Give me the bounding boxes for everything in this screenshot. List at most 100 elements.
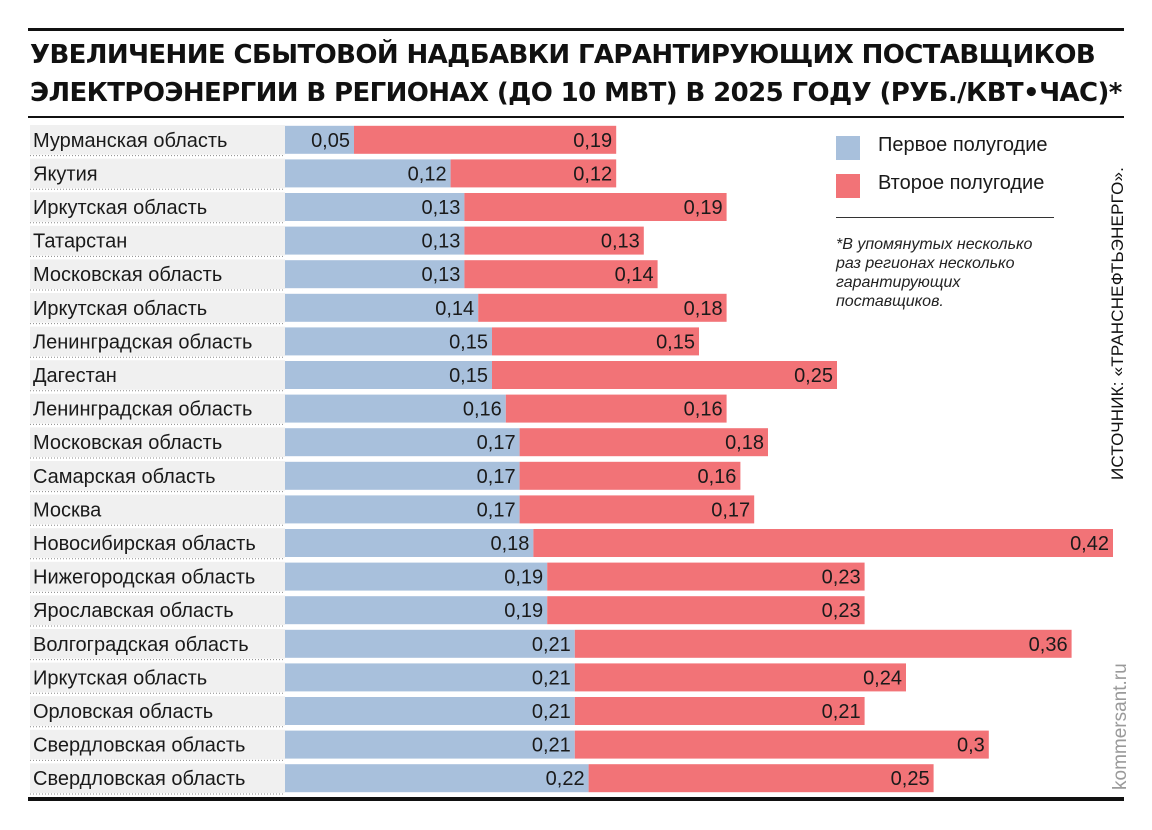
bar-second-half <box>492 361 837 389</box>
category-label: Новосибирская область <box>33 533 256 555</box>
chart-row: Ленинградская область 0,16 0,16 <box>30 393 727 425</box>
value-label-first-half: 0,21 <box>532 735 571 757</box>
legend-divider <box>836 217 1054 218</box>
bar-second-half <box>574 629 1072 658</box>
value-label-second-half: 0,23 <box>822 567 861 589</box>
chart-row: Нижегородская область 0,19 0,23 <box>30 561 865 593</box>
bar-second-half <box>464 226 644 255</box>
row-band <box>30 360 285 390</box>
category-label: Иркутская область <box>33 667 207 689</box>
row-band <box>30 763 285 793</box>
value-label-first-half: 0,19 <box>504 567 543 589</box>
chart-row: Москва 0,17 0,17 <box>30 494 755 526</box>
value-label-first-half: 0,17 <box>477 466 516 488</box>
value-label-first-half: 0,12 <box>408 163 447 185</box>
bar-second-half <box>464 193 727 221</box>
category-label: Самарская область <box>33 466 216 488</box>
bar-second-half <box>574 697 865 725</box>
chart-row: Ярославская область 0,19 0,23 <box>30 595 865 627</box>
value-label-second-half: 0,15 <box>656 331 695 353</box>
chart-row: Новосибирская область 0,18 0,42 <box>30 528 1113 560</box>
value-label-second-half: 0,18 <box>725 432 764 454</box>
row-band <box>30 494 285 525</box>
category-label: Ярославская область <box>33 600 234 622</box>
bar-first-half <box>285 495 520 524</box>
row-band <box>30 125 285 155</box>
source-note: ИСТОЧНИК: «ТРАНСНЕФТЬЭНЕРГО». <box>1108 166 1127 480</box>
bar-first-half <box>285 260 465 289</box>
bar-second-half <box>588 764 934 793</box>
chart-row: Ленинградская область 0,15 0,15 <box>30 326 699 358</box>
chart-title-line-2: ЭЛЕКТРОЭНЕРГИИ В РЕГИОНАХ (ДО 10 МВТ) В … <box>30 78 1122 108</box>
category-label: Свердловская область <box>33 735 245 757</box>
bar-second-half <box>574 663 906 692</box>
value-label-first-half: 0,17 <box>477 432 516 454</box>
bar-second-half <box>533 529 1113 557</box>
bar-first-half <box>285 428 520 457</box>
category-label: Орловская область <box>33 701 213 723</box>
value-label-second-half: 0,36 <box>1029 634 1068 656</box>
row-band <box>30 696 285 726</box>
value-label-second-half: 0,24 <box>863 667 902 689</box>
value-label-first-half: 0,13 <box>421 264 460 286</box>
legend: Первое полугодие Второе полугодие <box>836 132 1066 208</box>
category-label: Иркутская область <box>33 197 207 219</box>
row-band <box>30 326 285 357</box>
value-label-first-half: 0,13 <box>421 197 460 219</box>
bar-first-half <box>285 663 575 692</box>
row-band <box>30 393 285 424</box>
title-rule <box>28 116 1124 118</box>
chart-row: Татарстан 0,13 0,13 <box>30 225 644 257</box>
value-label-first-half: 0,19 <box>504 600 543 622</box>
row-band <box>30 192 285 222</box>
value-label-first-half: 0,13 <box>421 231 460 253</box>
footnote: *В упомянутых несколько раз регионах нес… <box>836 236 1033 310</box>
row-band <box>30 461 285 491</box>
value-label-second-half: 0,19 <box>573 130 612 152</box>
category-label: Якутия <box>33 163 98 185</box>
bar-second-half <box>450 159 617 188</box>
site-watermark: kommersant.ru <box>1110 663 1131 790</box>
chart-row: Свердловская область 0,21 0,3 <box>30 729 989 761</box>
bar-second-half <box>519 495 755 524</box>
category-label: Татарстан <box>33 231 127 253</box>
category-label: Мурманская область <box>33 130 227 152</box>
row-band <box>30 662 285 693</box>
value-label-second-half: 0,19 <box>684 197 723 219</box>
chart-row: Якутия 0,12 0,12 <box>30 158 617 190</box>
category-label: Волгоградская область <box>33 634 249 656</box>
legend-swatch-second-half <box>836 174 860 198</box>
category-label: Дагестан <box>33 365 117 387</box>
category-label: Ленинградская область <box>33 399 252 421</box>
value-label-first-half: 0,15 <box>449 365 488 387</box>
value-label-first-half: 0,22 <box>546 768 585 790</box>
chart-row: Орловская область 0,21 0,21 <box>30 696 865 728</box>
legend-swatch-first-half <box>836 136 860 160</box>
chart-row: Самарская область 0,17 0,16 <box>30 461 741 493</box>
chart-row: Дагестан 0,15 0,25 <box>30 360 837 392</box>
bar-first-half <box>285 730 575 759</box>
legend-item-first-half: Первое полугодие <box>836 132 1066 170</box>
bar-second-half <box>519 461 741 490</box>
value-label-first-half: 0,05 <box>311 130 350 152</box>
value-label-first-half: 0,16 <box>463 399 502 421</box>
bar-first-half <box>285 697 575 725</box>
value-label-first-half: 0,21 <box>532 701 571 723</box>
value-label-second-half: 0,3 <box>957 735 985 757</box>
bar-second-half <box>519 428 768 457</box>
chart-row: Московская область 0,17 0,18 <box>30 427 768 459</box>
bar-first-half <box>285 193 465 221</box>
bar-second-half <box>505 394 727 423</box>
row-band <box>30 293 285 323</box>
legend-item-second-half: Второе полугодие <box>836 170 1066 208</box>
chart-row: Мурманская область 0,05 0,19 <box>30 125 617 157</box>
category-label: Нижегородская область <box>33 567 255 589</box>
chart-row: Иркутская область 0,21 0,24 <box>30 662 906 694</box>
value-label-second-half: 0,16 <box>697 466 736 488</box>
bar-first-half <box>285 562 548 591</box>
category-label: Ленинградская область <box>33 331 252 353</box>
value-label-second-half: 0,23 <box>822 600 861 622</box>
bar-second-half <box>547 562 865 591</box>
category-label: Московская область <box>33 264 222 286</box>
bar-first-half <box>285 764 589 793</box>
